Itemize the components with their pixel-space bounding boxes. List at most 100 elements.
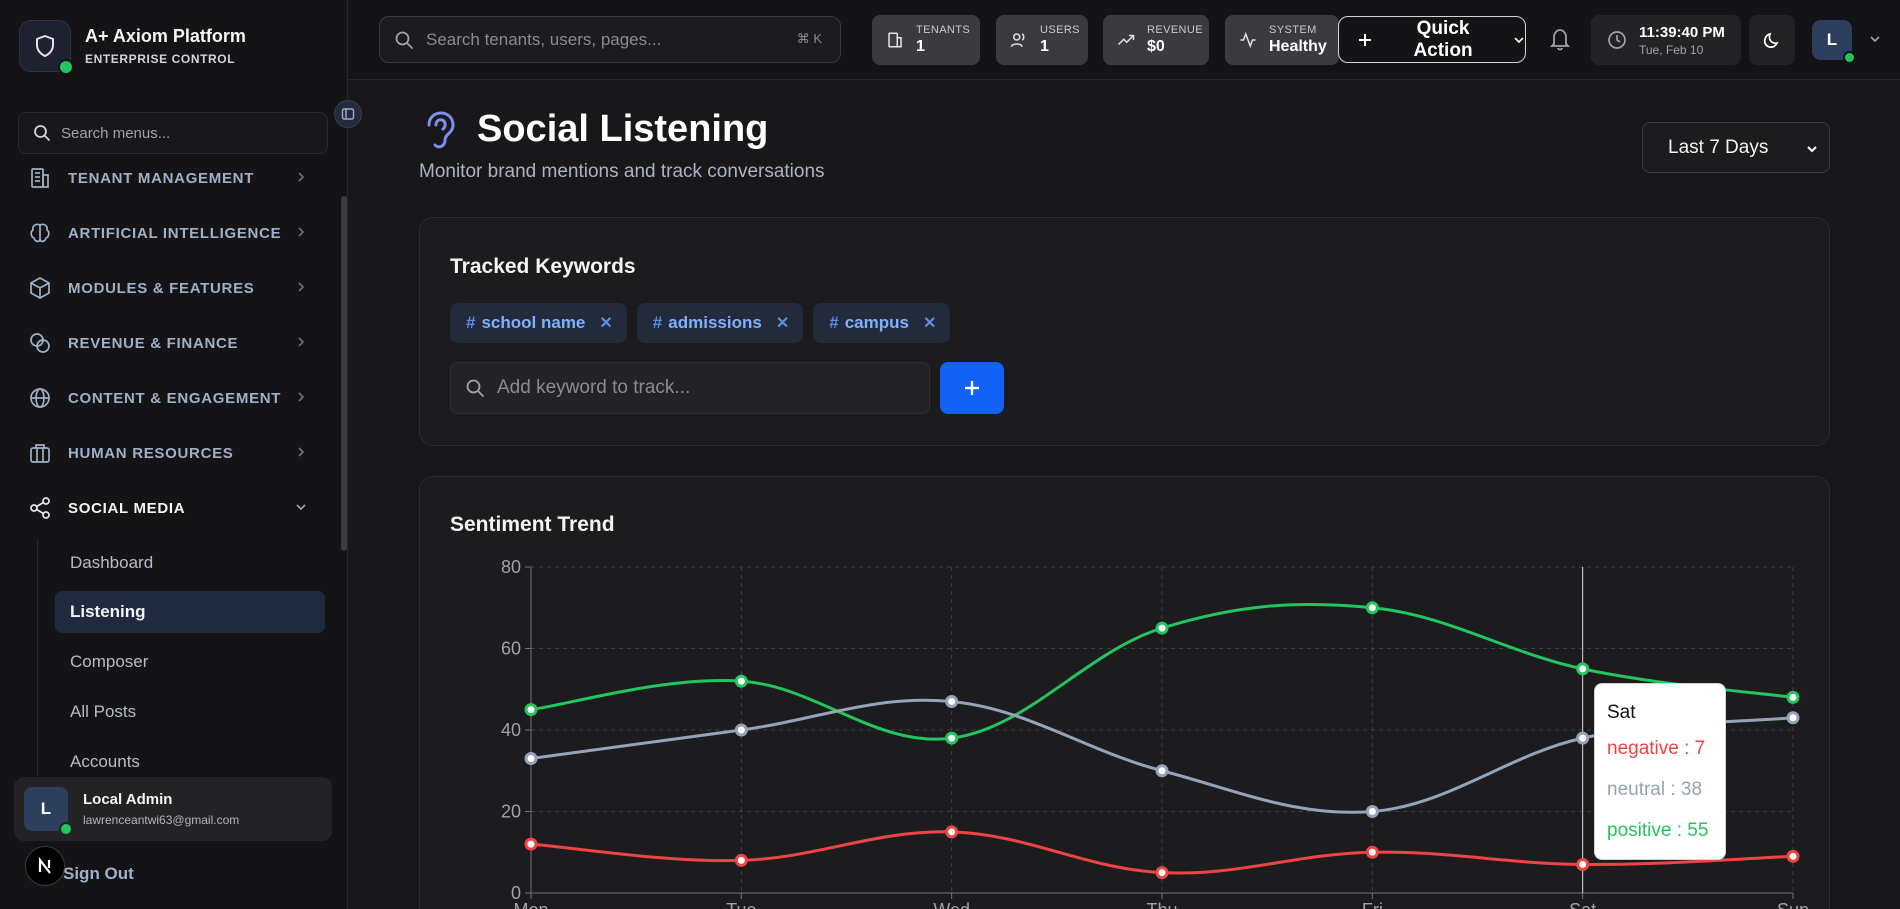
hash-icon: #	[652, 313, 663, 332]
package-icon	[30, 277, 50, 299]
hash-icon: #	[466, 313, 476, 332]
data-point-negative	[1576, 857, 1590, 871]
keyword-input[interactable]	[497, 377, 897, 399]
theme-toggle-button[interactable]	[1749, 15, 1795, 65]
sidebar-subitem-accounts[interactable]: Accounts	[70, 752, 140, 771]
sidebar-item-label: TENANT MANAGEMENT	[68, 169, 255, 187]
stat-label: TENANTS	[916, 24, 971, 36]
sidebar-item-label: CONTENT & ENGAGEMENT	[68, 389, 282, 407]
data-point-neutral	[945, 694, 959, 708]
x-tick-label: Mon	[513, 900, 548, 909]
stat-value: 1	[916, 38, 925, 55]
remove-keyword-button[interactable]: ✕	[599, 315, 613, 332]
brain-icon	[30, 223, 50, 243]
stat-value: Healthy	[1269, 38, 1327, 55]
keyword-label: campus	[844, 313, 909, 332]
tooltip-positive: positive : 55	[1607, 820, 1709, 841]
stat-value: $0	[1147, 38, 1165, 55]
keyword-input-wrapper	[450, 362, 930, 414]
sidebar-item-social-media[interactable]: SOCIAL MEDIA	[28, 488, 318, 528]
online-dot	[1843, 51, 1856, 64]
x-tick-label: Wed	[933, 900, 970, 909]
share-icon	[30, 497, 50, 519]
keyword-chip: # campus ✕	[813, 303, 951, 343]
stat-users[interactable]: USERS 1	[996, 15, 1088, 65]
keyword-label: school name	[481, 313, 586, 332]
brand[interactable]: A+ Axiom Platform ENTERPRISE CONTROL	[19, 20, 246, 75]
data-point-negative	[524, 837, 538, 851]
chevron-right-icon	[298, 282, 305, 292]
y-tick-label: 60	[501, 639, 521, 659]
plus-icon	[965, 381, 979, 395]
add-keyword-button[interactable]	[940, 362, 1004, 414]
sidebar-nav: TENANT MANAGEMENT ARTIFICIAL INTELLIGENC…	[0, 156, 340, 776]
next-logo-icon	[38, 856, 51, 874]
sidebar-item-content-engagement[interactable]: CONTENT & ENGAGEMENT	[28, 378, 318, 418]
briefcase-icon	[30, 444, 50, 463]
chevron-down-icon[interactable]	[1868, 32, 1882, 46]
nextjs-badge[interactable]	[25, 846, 65, 886]
sidebar-item-modules-features[interactable]: MODULES & FEATURES	[28, 268, 318, 308]
chevron-right-icon	[298, 392, 305, 402]
sidebar-item-revenue-finance[interactable]: REVENUE & FINANCE	[28, 323, 318, 363]
stat-value: 1	[1040, 38, 1049, 55]
avatar[interactable]: L	[1812, 20, 1856, 64]
clock-widget: 11:39:40 PM Tue, Feb 10	[1591, 15, 1741, 65]
stat-revenue[interactable]: REVENUE $0	[1103, 15, 1209, 65]
sidebar-item-artificial-intelligence[interactable]: ARTIFICIAL INTELLIGENCE	[28, 213, 318, 253]
clock-date: Tue, Feb 10	[1639, 42, 1704, 57]
user-card[interactable]: L Local Admin lawrenceantwi63@gmail.com	[14, 777, 332, 841]
menu-search	[18, 112, 328, 154]
sidebar-item-tenant-management[interactable]: TENANT MANAGEMENT	[28, 158, 318, 198]
sidebar-subitem-dashboard[interactable]: Dashboard	[70, 553, 154, 572]
notifications-button[interactable]	[1548, 26, 1572, 57]
global-search-input[interactable]	[426, 29, 786, 50]
sidebar-item-label: ARTIFICIAL INTELLIGENCE	[68, 224, 282, 242]
data-point-positive	[1786, 690, 1800, 704]
sidebar-subitem-all-posts[interactable]: All Posts	[70, 702, 137, 721]
keyword-chips: # school name ✕ # admissions ✕ # campus …	[450, 303, 960, 343]
keyword-chip: # admissions ✕	[636, 303, 804, 343]
remove-keyword-button[interactable]: ✕	[775, 315, 790, 332]
online-dot	[59, 822, 73, 836]
sidebar: A+ Axiom Platform ENTERPRISE CONTROL TEN…	[0, 0, 348, 909]
tooltip-neutral: neutral : 38	[1607, 779, 1703, 800]
stat-label: USERS	[1040, 24, 1080, 36]
brand-title: A+ Axiom Platform	[85, 26, 246, 46]
sign-out-button[interactable]: Sign Out	[63, 864, 134, 883]
sidebar-subitem-listening[interactable]: Listening	[55, 591, 325, 633]
sidebar-scrollbar[interactable]	[341, 196, 347, 551]
tracked-keywords-card: Tracked Keywords # school name ✕ # admis…	[419, 217, 1830, 446]
chevron-right-icon	[298, 337, 305, 347]
page-subtitle: Monitor brand mentions and track convers…	[419, 161, 825, 182]
data-point-neutral	[524, 752, 538, 766]
data-point-neutral	[1155, 764, 1169, 778]
chevron-down-icon	[1514, 36, 1524, 43]
stat-tenants[interactable]: TENANTS 1	[872, 15, 980, 65]
user-name: Local Admin	[83, 791, 173, 808]
status-dot	[58, 59, 74, 75]
card-title: Sentiment Trend	[450, 513, 615, 536]
sidebar-subitem-composer[interactable]: Composer	[70, 652, 149, 671]
moon-icon	[1763, 32, 1779, 48]
data-point-negative	[1365, 845, 1379, 859]
global-search: ⌘ K	[379, 16, 841, 63]
sidebar-item-label: MODULES & FEATURES	[68, 279, 255, 297]
data-point-neutral	[1786, 711, 1800, 725]
remove-keyword-button[interactable]: ✕	[922, 315, 937, 332]
sidebar-item-human-resources[interactable]: HUMAN RESOURCES	[28, 433, 318, 473]
chevron-down-icon	[296, 504, 306, 511]
search-icon	[34, 125, 50, 141]
quick-action-button[interactable]: Quick Action	[1338, 16, 1526, 63]
page-header: Social Listening Monitor brand mentions …	[419, 108, 825, 183]
stat-system[interactable]: SYSTEM Healthy	[1225, 15, 1339, 65]
menu-search-input[interactable]	[61, 124, 301, 142]
activity-icon	[1240, 31, 1256, 49]
building-icon	[888, 32, 902, 48]
sidebar-collapse-button[interactable]	[334, 100, 362, 128]
tooltip-title: Sat	[1607, 702, 1636, 723]
stat-label: REVENUE	[1147, 24, 1203, 36]
date-range-select[interactable]: Last 7 Days	[1642, 122, 1830, 173]
